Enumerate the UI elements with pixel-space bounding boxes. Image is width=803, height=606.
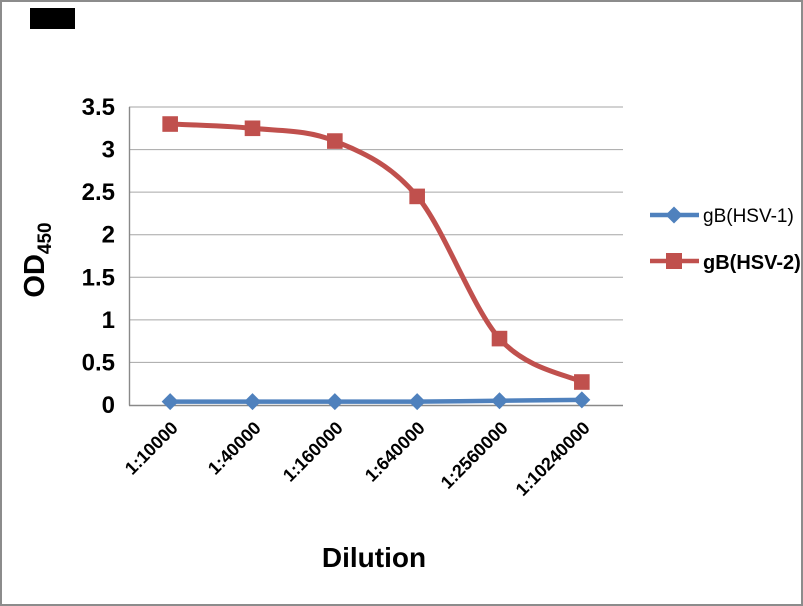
y-tick-label: 2 — [102, 222, 115, 249]
top-left-black-box — [30, 8, 75, 29]
legend: gB(HSV-1) gB(HSV-2) — [650, 206, 801, 274]
gridlines — [129, 106, 623, 363]
x-tick-label: 1:160000 — [279, 418, 347, 486]
y-axis-title-main: OD — [19, 254, 51, 298]
series-layer — [161, 116, 591, 411]
diamond-marker-gB(HSV-1) — [491, 392, 508, 410]
y-axis-tick-labels: 3.5 3 2.5 2 1.5 1 0.5 0 — [82, 94, 115, 419]
diamond-marker-gB(HSV-1) — [573, 391, 591, 409]
series-line-gB(HSV-2) — [170, 121, 583, 385]
y-tick-label: 2.5 — [82, 179, 115, 206]
x-tick-label: 1:10240000 — [512, 418, 594, 500]
legend-item-hsv1: gB(HSV-1) — [650, 206, 794, 227]
diamond-marker-gB(HSV-1) — [244, 393, 261, 411]
square-marker-gB(HSV-2) — [327, 133, 343, 149]
legend-diamond-marker — [665, 206, 683, 224]
square-marker-gB(HSV-2) — [409, 188, 425, 205]
y-axis-title-subscript: 450 — [35, 222, 56, 254]
y-tick-label: 1.5 — [82, 264, 115, 291]
y-tick-label: 3 — [102, 137, 115, 164]
y-axis-title: OD450 — [19, 222, 56, 297]
x-tick-label: 1:40000 — [204, 418, 265, 479]
x-axis-title: Dilution — [322, 542, 426, 573]
legend-square-marker — [666, 253, 682, 269]
y-tick-label: 3.5 — [82, 94, 115, 121]
legend-label-hsv1: gB(HSV-1) — [703, 206, 794, 227]
x-axis-tick-labels: 1:10000 1:40000 1:160000 1:640000 1:2560… — [121, 418, 594, 500]
diamond-marker-gB(HSV-1) — [161, 393, 179, 411]
diamond-marker-gB(HSV-1) — [326, 393, 344, 411]
y-tick-label: 0.5 — [82, 349, 115, 376]
y-tick-label: 1 — [102, 307, 115, 334]
square-marker-gB(HSV-2) — [491, 330, 508, 347]
x-tick-label: 1:640000 — [361, 418, 429, 486]
legend-item-hsv2: gB(HSV-2) — [650, 252, 801, 274]
x-tick-label: 1:10000 — [121, 418, 182, 479]
square-marker-gB(HSV-2) — [244, 120, 261, 137]
square-marker-gB(HSV-2) — [162, 116, 178, 132]
series-line-gB(HSV-1) — [170, 397, 582, 404]
legend-label-hsv2: gB(HSV-2) — [703, 252, 801, 274]
diamond-marker-gB(HSV-1) — [408, 393, 426, 411]
y-tick-label: 0 — [102, 392, 115, 419]
x-tick-label: 1:2560000 — [437, 418, 512, 493]
square-marker-gB(HSV-2) — [574, 374, 590, 390]
